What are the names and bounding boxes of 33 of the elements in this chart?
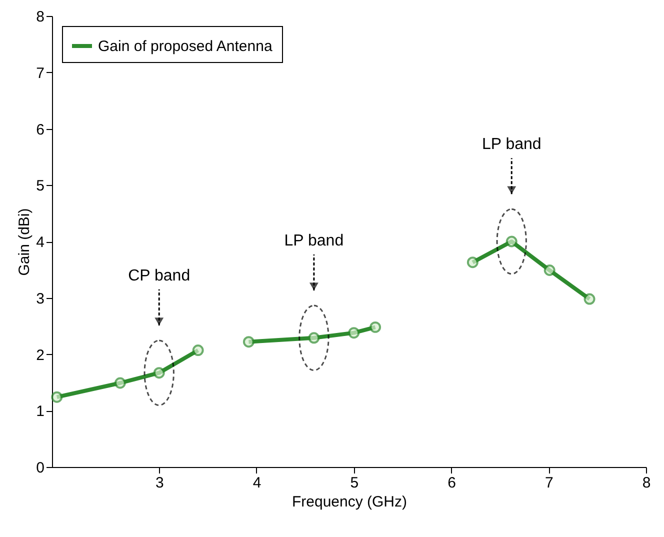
point — [466, 256, 478, 268]
y-axis-title: Gain (dBi) — [16, 208, 34, 276]
point — [348, 327, 360, 339]
y-tick-label: 0 — [36, 460, 44, 476]
y-tick-label: 8 — [36, 8, 44, 26]
x-tick-label: 5 — [350, 474, 359, 492]
y-tick-label: 6 — [36, 121, 44, 138]
point — [544, 264, 556, 276]
annotation: LP band — [482, 136, 542, 154]
point — [153, 367, 165, 379]
x-axis-title: Frequency (GHz) — [292, 494, 408, 510]
point — [192, 344, 204, 356]
annotation: CP band — [128, 267, 190, 284]
annotation: LP band — [284, 232, 344, 250]
point — [506, 236, 518, 248]
legend-label: Gain of proposed Antenna — [98, 38, 273, 55]
point — [584, 293, 596, 305]
point — [370, 321, 382, 333]
x-tick-label: 7 — [544, 474, 554, 492]
x-tick-label: 3 — [155, 474, 164, 492]
y-tick-label: 2 — [36, 346, 44, 364]
y-tick-label: 7 — [36, 64, 44, 82]
point — [308, 332, 320, 344]
x-tick-label: 8 — [642, 474, 651, 492]
point — [114, 377, 126, 389]
y-tick-label: 4 — [36, 234, 44, 251]
point — [51, 391, 63, 403]
x-tick-label: 6 — [448, 474, 456, 492]
point — [242, 336, 254, 348]
y-tick-label: 3 — [36, 290, 44, 308]
y-tick-label: 1 — [36, 403, 44, 420]
x-tick-label: 4 — [252, 474, 262, 492]
y-tick-label: 5 — [36, 178, 44, 195]
